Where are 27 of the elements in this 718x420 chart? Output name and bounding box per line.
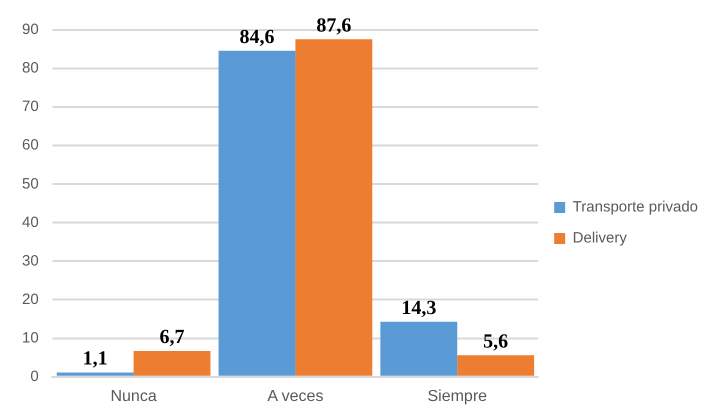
- x-tick-label: Nunca: [110, 388, 157, 405]
- data-label: 5,6: [483, 330, 508, 352]
- y-tick-label: 10: [22, 329, 39, 346]
- bar: [457, 355, 534, 376]
- y-tick-label: 70: [22, 98, 39, 116]
- y-tick-label: 80: [22, 60, 39, 77]
- data-label: 14,3: [401, 296, 436, 319]
- legend-label: Delivery: [572, 230, 628, 247]
- data-label: 1,1: [82, 348, 108, 370]
- bar: [380, 322, 458, 376]
- bar: [218, 50, 296, 376]
- y-tick-label: 60: [22, 136, 39, 154]
- y-tick-label: 50: [22, 175, 39, 192]
- y-tick-label: 90: [22, 21, 39, 38]
- y-tick-label: 40: [22, 214, 39, 231]
- legend-label: Transporte privado: [572, 198, 698, 216]
- y-tick-label: 20: [22, 290, 39, 308]
- y-tick-label: 30: [22, 252, 39, 270]
- bar: [56, 372, 134, 376]
- x-tick-label: A veces: [267, 388, 324, 405]
- x-tick-label: Siempre: [427, 388, 488, 405]
- data-label: 87,6: [316, 14, 352, 36]
- data-label: 6,7: [160, 326, 185, 348]
- y-tick-label: 0: [30, 368, 39, 385]
- bar: [295, 39, 372, 376]
- data-label: 84,6: [239, 26, 274, 48]
- bar: [134, 350, 210, 376]
